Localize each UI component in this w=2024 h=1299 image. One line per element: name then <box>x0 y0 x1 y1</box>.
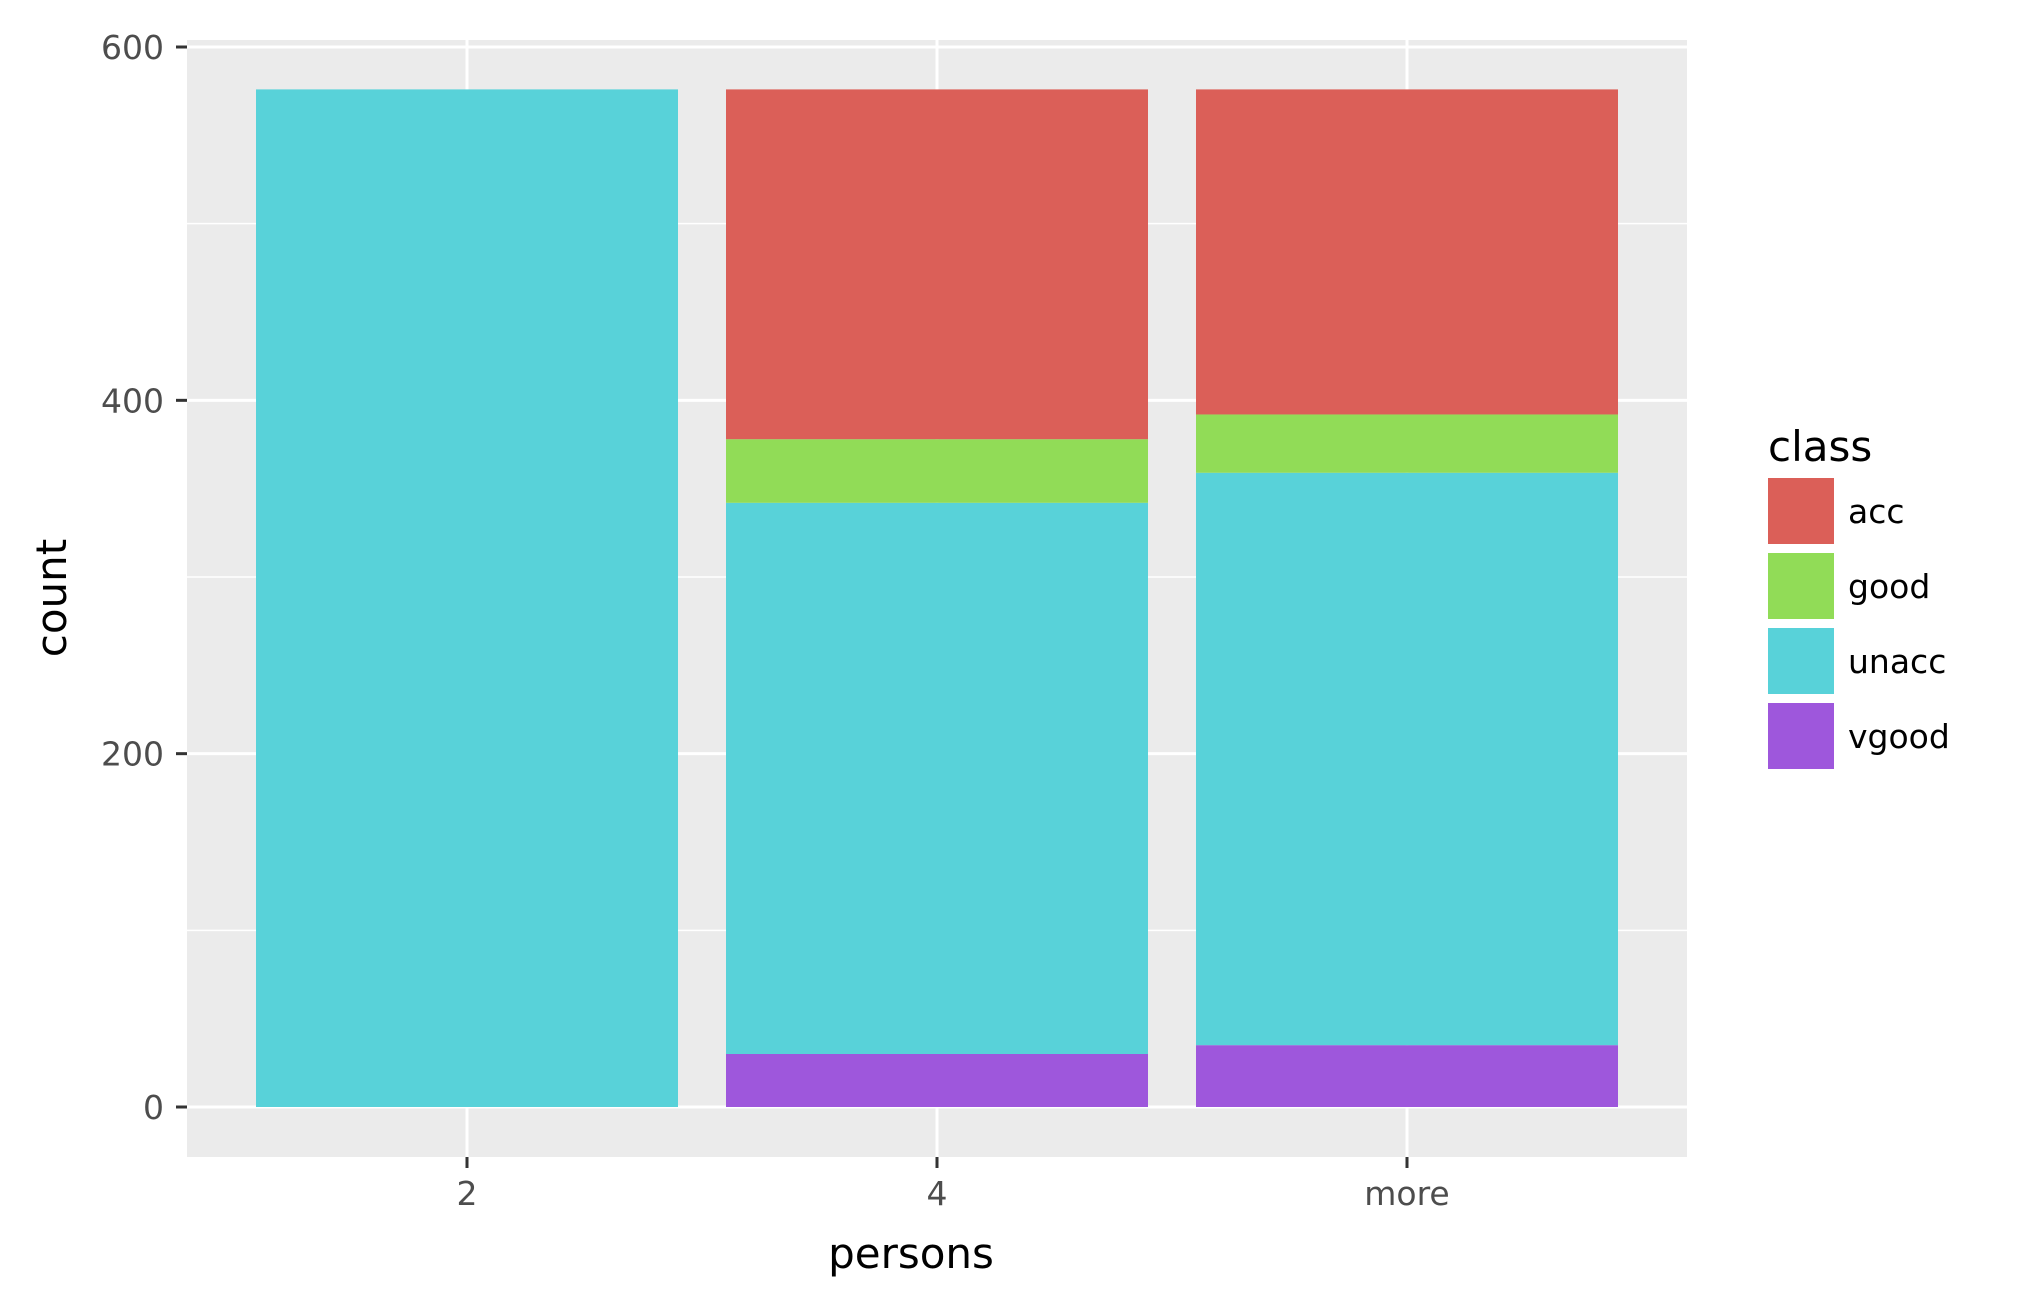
bars <box>256 89 1618 1107</box>
bar-segment-acc-4 <box>726 89 1148 440</box>
y-tick-label: 0 <box>143 1088 164 1127</box>
bar-segment-unacc-more <box>1196 472 1618 1046</box>
bar-segment-good-more <box>1196 414 1618 473</box>
legend-swatch-acc <box>1768 478 1834 544</box>
bar-segment-vgood-4 <box>726 1054 1148 1107</box>
legend-label-acc: acc <box>1848 492 1905 531</box>
legend-swatch-good <box>1768 553 1834 619</box>
legend: class acc good unacc vgood <box>1768 422 1950 769</box>
legend-label-vgood: vgood <box>1848 717 1950 756</box>
legend-label-good: good <box>1848 567 1930 606</box>
bar-segment-unacc-4 <box>726 502 1148 1054</box>
legend-swatch-unacc <box>1768 628 1834 694</box>
x-tick-label: more <box>1364 1174 1449 1213</box>
legend-swatch-vgood <box>1768 703 1834 769</box>
y-tick-label: 200 <box>101 735 164 774</box>
x-tick-label: 2 <box>457 1174 478 1213</box>
bar-segment-vgood-more <box>1196 1045 1618 1107</box>
bar-segment-good-4 <box>726 439 1148 503</box>
x-tick-label: 4 <box>927 1174 948 1213</box>
y-axis-title: count <box>27 539 76 658</box>
x-axis-title: persons <box>828 1229 994 1278</box>
y-tick-label: 400 <box>101 381 164 420</box>
legend-title: class <box>1768 422 1872 471</box>
legend-label-unacc: unacc <box>1848 642 1946 681</box>
bar-segment-acc-more <box>1196 89 1618 415</box>
bar-segment-unacc-2 <box>256 89 678 1107</box>
y-tick-label: 600 <box>101 28 164 67</box>
axes: 0 200 400 600 2 4 more <box>101 28 1450 1213</box>
